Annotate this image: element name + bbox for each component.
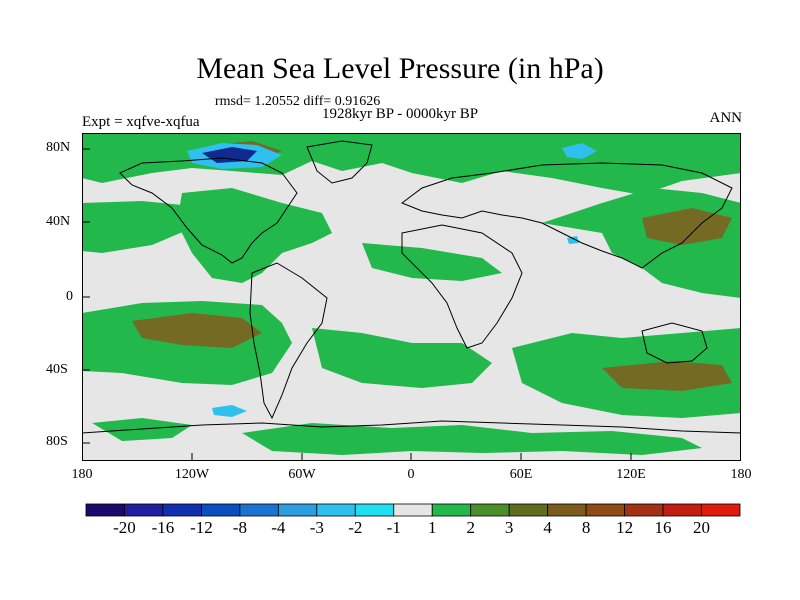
colorbar-label: 16 — [654, 518, 672, 537]
colorbar-swatch — [470, 503, 510, 517]
colorbar-swatch — [277, 503, 318, 517]
colorbar-label: 2 — [466, 518, 475, 537]
colorbar-label: -16 — [151, 518, 175, 537]
colorbar-label: 20 — [693, 518, 711, 537]
colorbar-swatch — [662, 503, 702, 517]
lon-label-120e: 120E — [616, 467, 646, 482]
lat-label-40s: 40S — [46, 362, 68, 377]
colorbar-swatch — [239, 503, 279, 517]
lat-label-80s: 80S — [46, 434, 68, 449]
colorbar-swatch — [162, 503, 202, 517]
lat-label-40n: 40N — [46, 214, 71, 229]
colorbar-swatch — [354, 503, 395, 517]
season-label: ANN — [709, 110, 743, 126]
lat-label-0: 0 — [66, 289, 73, 304]
colorbar-swatch — [547, 503, 587, 517]
colorbar-label: 8 — [581, 518, 591, 537]
colorbar-label: -12 — [190, 518, 213, 537]
colorbar-swatch — [85, 503, 125, 517]
colorbar-swatch — [393, 503, 433, 517]
colorbar-swatch — [624, 503, 664, 517]
stats-line: rmsd= 1.20552 diff= 0.91626 — [215, 94, 381, 109]
lon-label-180w: 180 — [71, 467, 93, 482]
colorbar-swatch — [431, 503, 472, 517]
colorbar-swatch — [316, 503, 356, 517]
colorbar-label: 3 — [504, 518, 514, 537]
lon-label-120w: 120W — [174, 467, 210, 482]
lon-label-0: 0 — [407, 467, 415, 482]
colorbar-label: -8 — [232, 518, 247, 537]
colorbar — [85, 503, 741, 517]
colorbar-swatch — [124, 503, 164, 517]
negative-anomaly-patches — [187, 143, 597, 417]
plot-title: Mean Sea Level Pressure (in hPa) — [196, 52, 604, 85]
colorbar-label: 4 — [543, 518, 552, 537]
pressure-map — [82, 133, 741, 461]
map-ticks — [82, 148, 632, 461]
colorbar-swatch — [508, 503, 549, 517]
colorbar-label: -1 — [386, 518, 401, 537]
colorbar-label: -2 — [348, 518, 363, 537]
colorbar-swatch — [701, 503, 741, 517]
period-label: 1928kyr BP - 0000kyr BP — [322, 106, 479, 122]
lon-label-60w: 60W — [288, 467, 316, 482]
experiment-label: Expt = xqfve-xqfua — [82, 114, 200, 130]
colorbar-label: -3 — [309, 518, 324, 537]
colorbar-swatch — [585, 503, 625, 517]
colorbar-label: 12 — [616, 518, 634, 537]
colorbar-label: 1 — [427, 518, 437, 537]
lon-label-60e: 60E — [509, 467, 533, 482]
colorbar-label: -20 — [113, 518, 136, 537]
colorbar-swatch — [201, 503, 241, 517]
lon-label-180e: 180 — [730, 467, 752, 482]
colorbar-label: -4 — [271, 518, 286, 537]
lat-label-80n: 80N — [46, 140, 71, 155]
coastlines — [82, 140, 741, 434]
